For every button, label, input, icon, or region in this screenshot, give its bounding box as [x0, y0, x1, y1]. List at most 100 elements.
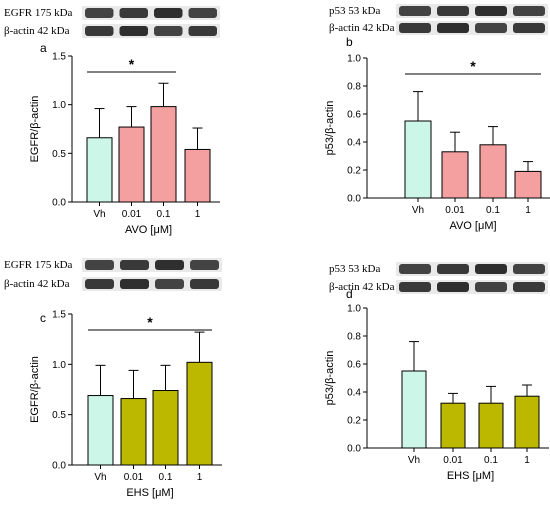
- blot-band: [399, 282, 431, 292]
- blot-band: [190, 279, 219, 289]
- bar: [401, 370, 427, 449]
- x-tick-label: 1: [525, 205, 531, 216]
- x-tick-label: 0.01: [443, 455, 463, 466]
- x-tick-label: 0.01: [445, 205, 465, 216]
- bar: [441, 151, 469, 199]
- blot-band: [188, 8, 217, 18]
- bar: [118, 126, 145, 203]
- panel-a: a EGFR 175 kDa β-actin 42 kDa 0.0 0.5 1.0 1.5 E…: [4, 6, 220, 236]
- x-tick-label: 0.1: [157, 209, 171, 220]
- blot-strip: [396, 21, 548, 35]
- blot-band: [85, 279, 114, 289]
- blot-label: EGFR 175 kDa: [4, 259, 73, 271]
- x-tick-label: Vh: [408, 455, 420, 466]
- blot-band: [513, 23, 545, 33]
- blot-strip: [82, 24, 220, 38]
- x-tick-label: 0.1: [486, 205, 500, 216]
- significance-star: *: [129, 56, 135, 72]
- panel-letter: a: [40, 41, 47, 55]
- y-tick-label: 0.0: [52, 198, 66, 209]
- x-tick-label: Vh: [94, 472, 106, 483]
- panel-letter: b: [346, 35, 353, 49]
- x-tick-label: 0.01: [122, 209, 142, 220]
- y-tick-label: 1.0: [52, 360, 66, 371]
- y-tick-label: 0.8: [347, 332, 361, 343]
- y-tick-label: 0.2: [347, 166, 361, 177]
- blot-band: [513, 264, 545, 274]
- blot-strip: [82, 277, 222, 291]
- y-tick-label: 0.5: [52, 149, 66, 160]
- y-axis-title: EGFR/β-actin: [29, 356, 41, 423]
- y-tick-label: 1.5: [52, 310, 66, 321]
- blot-band: [475, 23, 507, 33]
- bar: [404, 120, 432, 199]
- y-tick-label: 0.0: [52, 461, 66, 472]
- blot-band: [190, 260, 219, 270]
- blot-band: [154, 8, 183, 18]
- blot-label: p53 53 kDa: [329, 263, 380, 275]
- blot-band: [399, 23, 431, 33]
- y-tick-label: 0.6: [347, 360, 361, 371]
- blot-band: [437, 6, 469, 16]
- bar: [86, 137, 113, 203]
- blot-band: [155, 260, 184, 270]
- bar: [479, 144, 507, 199]
- bar: [120, 398, 147, 466]
- blot-label: p53 53 kDa: [329, 5, 380, 17]
- x-tick-label: 0.01: [124, 472, 144, 483]
- blot-band: [188, 26, 217, 36]
- blot-band: [437, 23, 469, 33]
- x-axis-title: EHS [μM]: [126, 487, 173, 499]
- y-tick-label: 1.5: [52, 52, 66, 63]
- blot-band: [85, 26, 114, 36]
- bar: [440, 402, 466, 449]
- blot-strip: [396, 262, 548, 276]
- x-tick-label: 0.1: [159, 472, 173, 483]
- blot-band: [85, 8, 114, 18]
- y-axis-title: EGFR/β-actin: [29, 96, 41, 163]
- blot-band: [155, 279, 184, 289]
- blot-strip: [82, 258, 222, 272]
- blot-band: [154, 26, 183, 36]
- x-tick-label: 1: [197, 472, 203, 483]
- blot-band: [119, 8, 148, 18]
- x-tick-label: Vh: [412, 205, 424, 216]
- y-tick-label: 1.0: [347, 54, 361, 65]
- blot-band: [437, 264, 469, 274]
- blot-band: [475, 264, 507, 274]
- y-tick-label: 0.4: [347, 388, 361, 399]
- panel-letter: c: [40, 311, 46, 325]
- bar: [186, 361, 213, 466]
- x-tick-label: 0.1: [484, 455, 498, 466]
- blot-label: β-actin 42 kDa: [329, 22, 395, 34]
- blot-band: [399, 264, 431, 274]
- bar: [152, 390, 179, 466]
- blot-label: β-actin 42 kDa: [4, 25, 70, 37]
- y-tick-label: 1.0: [52, 100, 66, 111]
- panel-c: c EGFR 175 kDa β-actin 42 kDa 0.0 0.5 1.0 1.5 E…: [4, 258, 222, 499]
- significance-star: *: [470, 58, 476, 74]
- bar: [478, 402, 504, 449]
- y-tick-label: 1.0: [347, 304, 361, 315]
- y-tick-label: 0.5: [52, 410, 66, 421]
- x-tick-label: 1: [195, 209, 201, 220]
- blot-strip: [396, 280, 548, 294]
- y-tick-label: 0.0: [347, 444, 361, 455]
- x-tick-label: Vh: [93, 209, 105, 220]
- bar: [87, 395, 114, 466]
- panel-b: b p53 53 kDa β-actin 42 kDa 0.0 0.2 0.4 0.6 0.8…: [324, 4, 550, 232]
- bar: [514, 395, 540, 449]
- blot-label: β-actin 42 kDa: [329, 281, 395, 293]
- y-axis-title: p53/β-actin: [324, 351, 336, 406]
- blot-band: [475, 6, 507, 16]
- significance-star: *: [147, 314, 153, 330]
- x-axis-title: EHS [μM]: [447, 470, 494, 482]
- x-axis-title: AVO [μM]: [125, 224, 172, 236]
- bar: [184, 148, 211, 203]
- panel-d: d p53 53 kDa β-actin 42 kDa 0.0 0.2 0.4 0.6 0.8…: [324, 262, 549, 482]
- blot-band: [437, 282, 469, 292]
- y-axis-title: p53/β-actin: [324, 101, 336, 156]
- blot-band: [475, 282, 507, 292]
- y-tick-label: 0.8: [347, 82, 361, 93]
